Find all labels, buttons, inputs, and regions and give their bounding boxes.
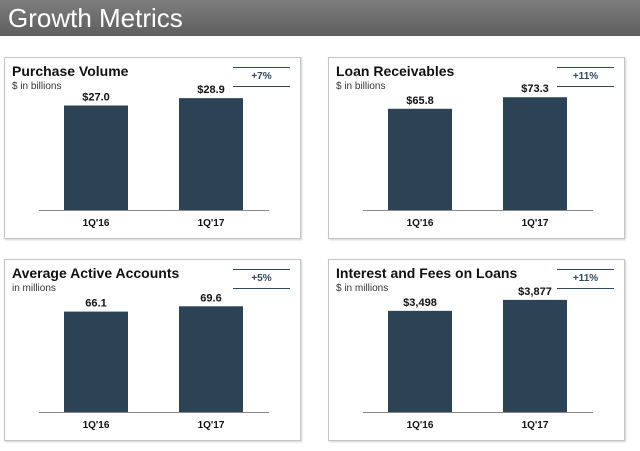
panel-unit: $ in billions <box>336 81 386 92</box>
bar-0 <box>64 105 128 210</box>
growth-badge: +5% <box>233 269 290 289</box>
value-label-0: $27.0 <box>82 91 110 103</box>
category-label-1: 1Q'17 <box>522 218 549 229</box>
growth-badge: +7% <box>233 67 290 87</box>
value-label-0: $65.8 <box>406 95 434 107</box>
category-label-0: 1Q'16 <box>407 420 434 431</box>
value-label-0: $3,498 <box>403 297 437 309</box>
value-label-1: $3,877 <box>518 286 552 298</box>
panel-unit: in millions <box>12 283 56 294</box>
purchase-volume-chart: $27.0 1Q'16 $28.9 1Q'17 <box>39 84 269 229</box>
panel-title: Interest and Fees on Loans <box>336 265 518 281</box>
panel-unit: $ in billions <box>12 81 62 92</box>
category-label-1: 1Q'17 <box>522 420 549 431</box>
growth-badge: +11% <box>557 269 614 289</box>
average-active-accounts-chart: 66.1 1Q'16 69.6 1Q'17 <box>39 292 269 431</box>
loan-receivables-panel: Loan Receivables $ in billions +11% $65.… <box>328 57 625 239</box>
category-label-0: 1Q'16 <box>83 420 110 431</box>
bar-0 <box>64 311 128 412</box>
category-label-0: 1Q'16 <box>83 218 110 229</box>
category-label-0: 1Q'16 <box>407 218 434 229</box>
bar-1 <box>179 306 243 412</box>
value-label-1: $28.9 <box>197 84 225 96</box>
bar-1 <box>503 97 567 210</box>
bar-1 <box>179 98 243 210</box>
interest-and-fees-panel: Interest and Fees on Loans $ in millions… <box>328 259 625 441</box>
value-label-0: 66.1 <box>85 298 106 310</box>
panel-unit: $ in millions <box>336 283 389 294</box>
average-active-accounts-panel: Average Active Accounts in millions +5% … <box>4 259 301 441</box>
page-title: Growth Metrics <box>8 3 183 33</box>
value-label-1: 69.6 <box>200 292 221 304</box>
panel-title: Loan Receivables <box>336 63 455 79</box>
bar-0 <box>388 310 452 412</box>
purchase-volume-panel: Purchase Volume $ in billions +7% $27.0 1… <box>4 57 301 239</box>
panel-title: Purchase Volume <box>12 63 129 79</box>
panel-title: Average Active Accounts <box>12 265 180 281</box>
category-label-1: 1Q'17 <box>198 420 225 431</box>
category-label-1: 1Q'17 <box>198 218 225 229</box>
bar-1 <box>503 299 567 412</box>
bar-0 <box>388 108 452 210</box>
growth-badge: +11% <box>557 67 614 87</box>
loan-receivables-chart: $65.8 1Q'16 $73.3 1Q'17 <box>363 83 593 229</box>
interest-and-fees-chart: $3,498 1Q'16 $3,877 1Q'17 <box>363 286 593 431</box>
value-label-1: $73.3 <box>521 83 549 95</box>
title-bar: Growth Metrics <box>0 0 640 36</box>
